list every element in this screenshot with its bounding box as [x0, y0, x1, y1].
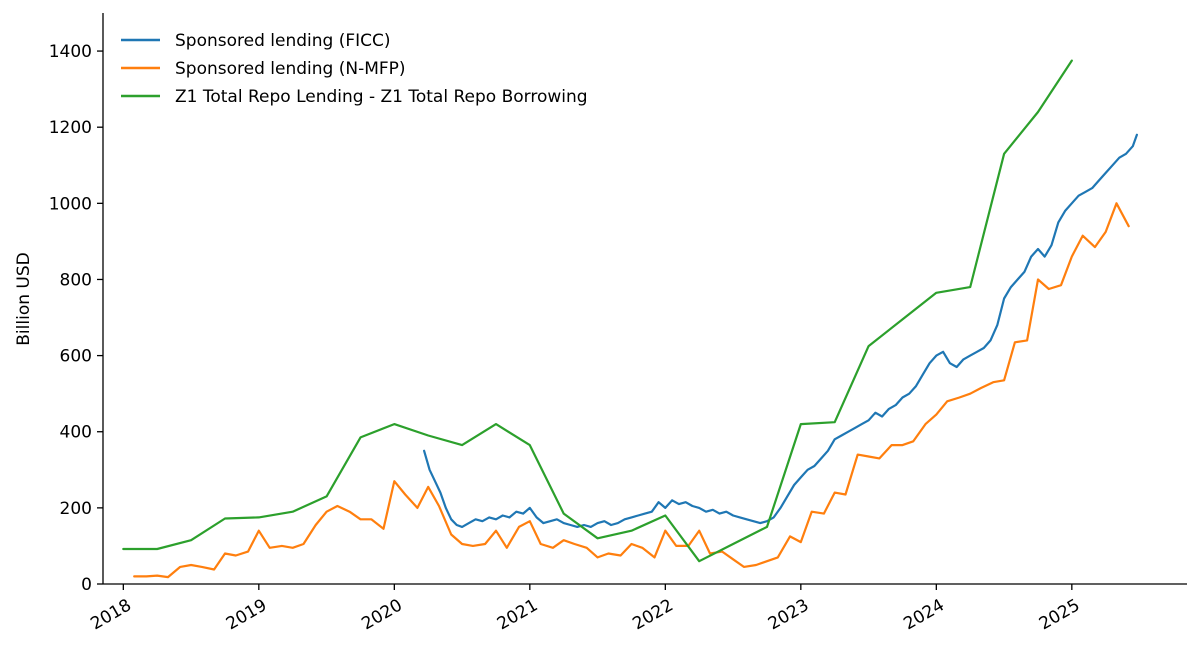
series-line-1 — [423, 133, 1139, 529]
y-tick-label: 800 — [60, 270, 92, 290]
legend-label-1: Sponsored lending (FICC) — [175, 31, 391, 51]
x-tick-label: 2020 — [358, 595, 405, 634]
x-tick-label: 2019 — [223, 595, 270, 634]
series-layer — [122, 59, 1139, 579]
x-axis-ticks: 2018 2019 2020 2021 2022 2023 2024 2025 — [87, 584, 1083, 634]
y-tick-label: 0 — [81, 575, 92, 595]
x-tick-label: 2024 — [900, 595, 947, 634]
y-axis-title: Billion USD — [14, 252, 34, 345]
x-tick-label: 2022 — [629, 595, 676, 634]
legend: Sponsored lending (FICC) Sponsored lendin… — [121, 31, 588, 107]
series-line-2 — [133, 202, 1130, 579]
legend-label-3: Z1 Total Repo Lending - Z1 Total Repo Bo… — [175, 87, 588, 107]
x-tick-label: 2021 — [494, 595, 541, 634]
x-tick-label: 2023 — [765, 595, 812, 634]
y-tick-label: 600 — [60, 347, 92, 367]
y-tick-label: 1200 — [49, 118, 92, 138]
legend-label-2: Sponsored lending (N-MFP) — [175, 59, 406, 79]
y-tick-label: 1400 — [49, 42, 92, 62]
x-tick-label: 2018 — [87, 595, 134, 634]
y-tick-label: 1000 — [49, 194, 92, 214]
y-axis-ticks: 0 200 400 600 800 1000 1200 1400 — [49, 42, 103, 595]
x-tick-label: 2025 — [1036, 595, 1083, 634]
y-tick-label: 400 — [60, 423, 92, 443]
series-line-3 — [122, 59, 1073, 563]
y-tick-label: 200 — [60, 499, 92, 519]
